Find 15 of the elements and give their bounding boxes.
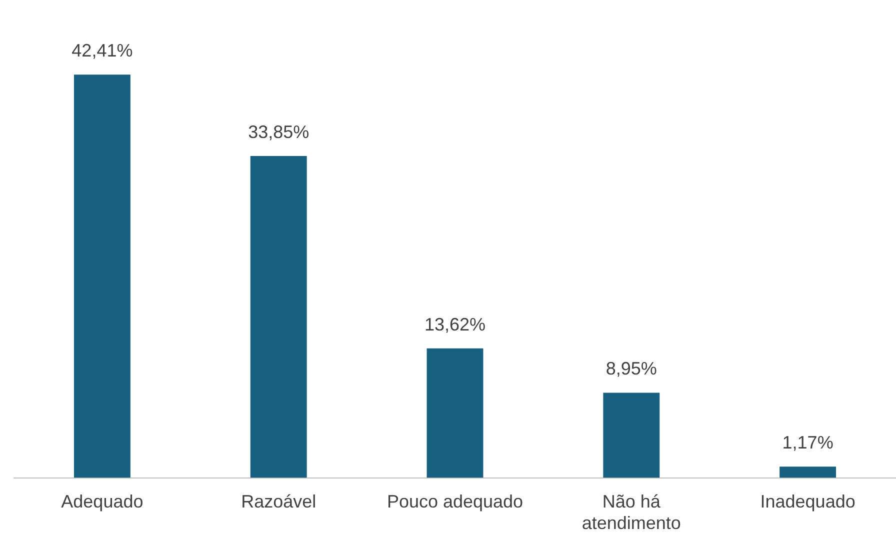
data-label: 13,62% (424, 314, 486, 334)
x-tick-label: Inadequado (760, 492, 856, 512)
data-label: 8,95% (606, 358, 657, 379)
bar (426, 348, 484, 478)
data-label: 33,85% (248, 122, 310, 142)
data-label: 42,41% (72, 40, 133, 61)
x-tick-label: Pouco adequado (386, 492, 524, 512)
x-tick-label: Não há atendimento (582, 492, 681, 534)
x-tick-label: Razoável (241, 492, 316, 512)
data-label: 1,17% (782, 432, 834, 453)
bar (74, 74, 130, 478)
x-tick-label: Adequado (61, 492, 144, 512)
bar (250, 156, 307, 478)
bar (603, 392, 660, 478)
bar (780, 466, 836, 478)
